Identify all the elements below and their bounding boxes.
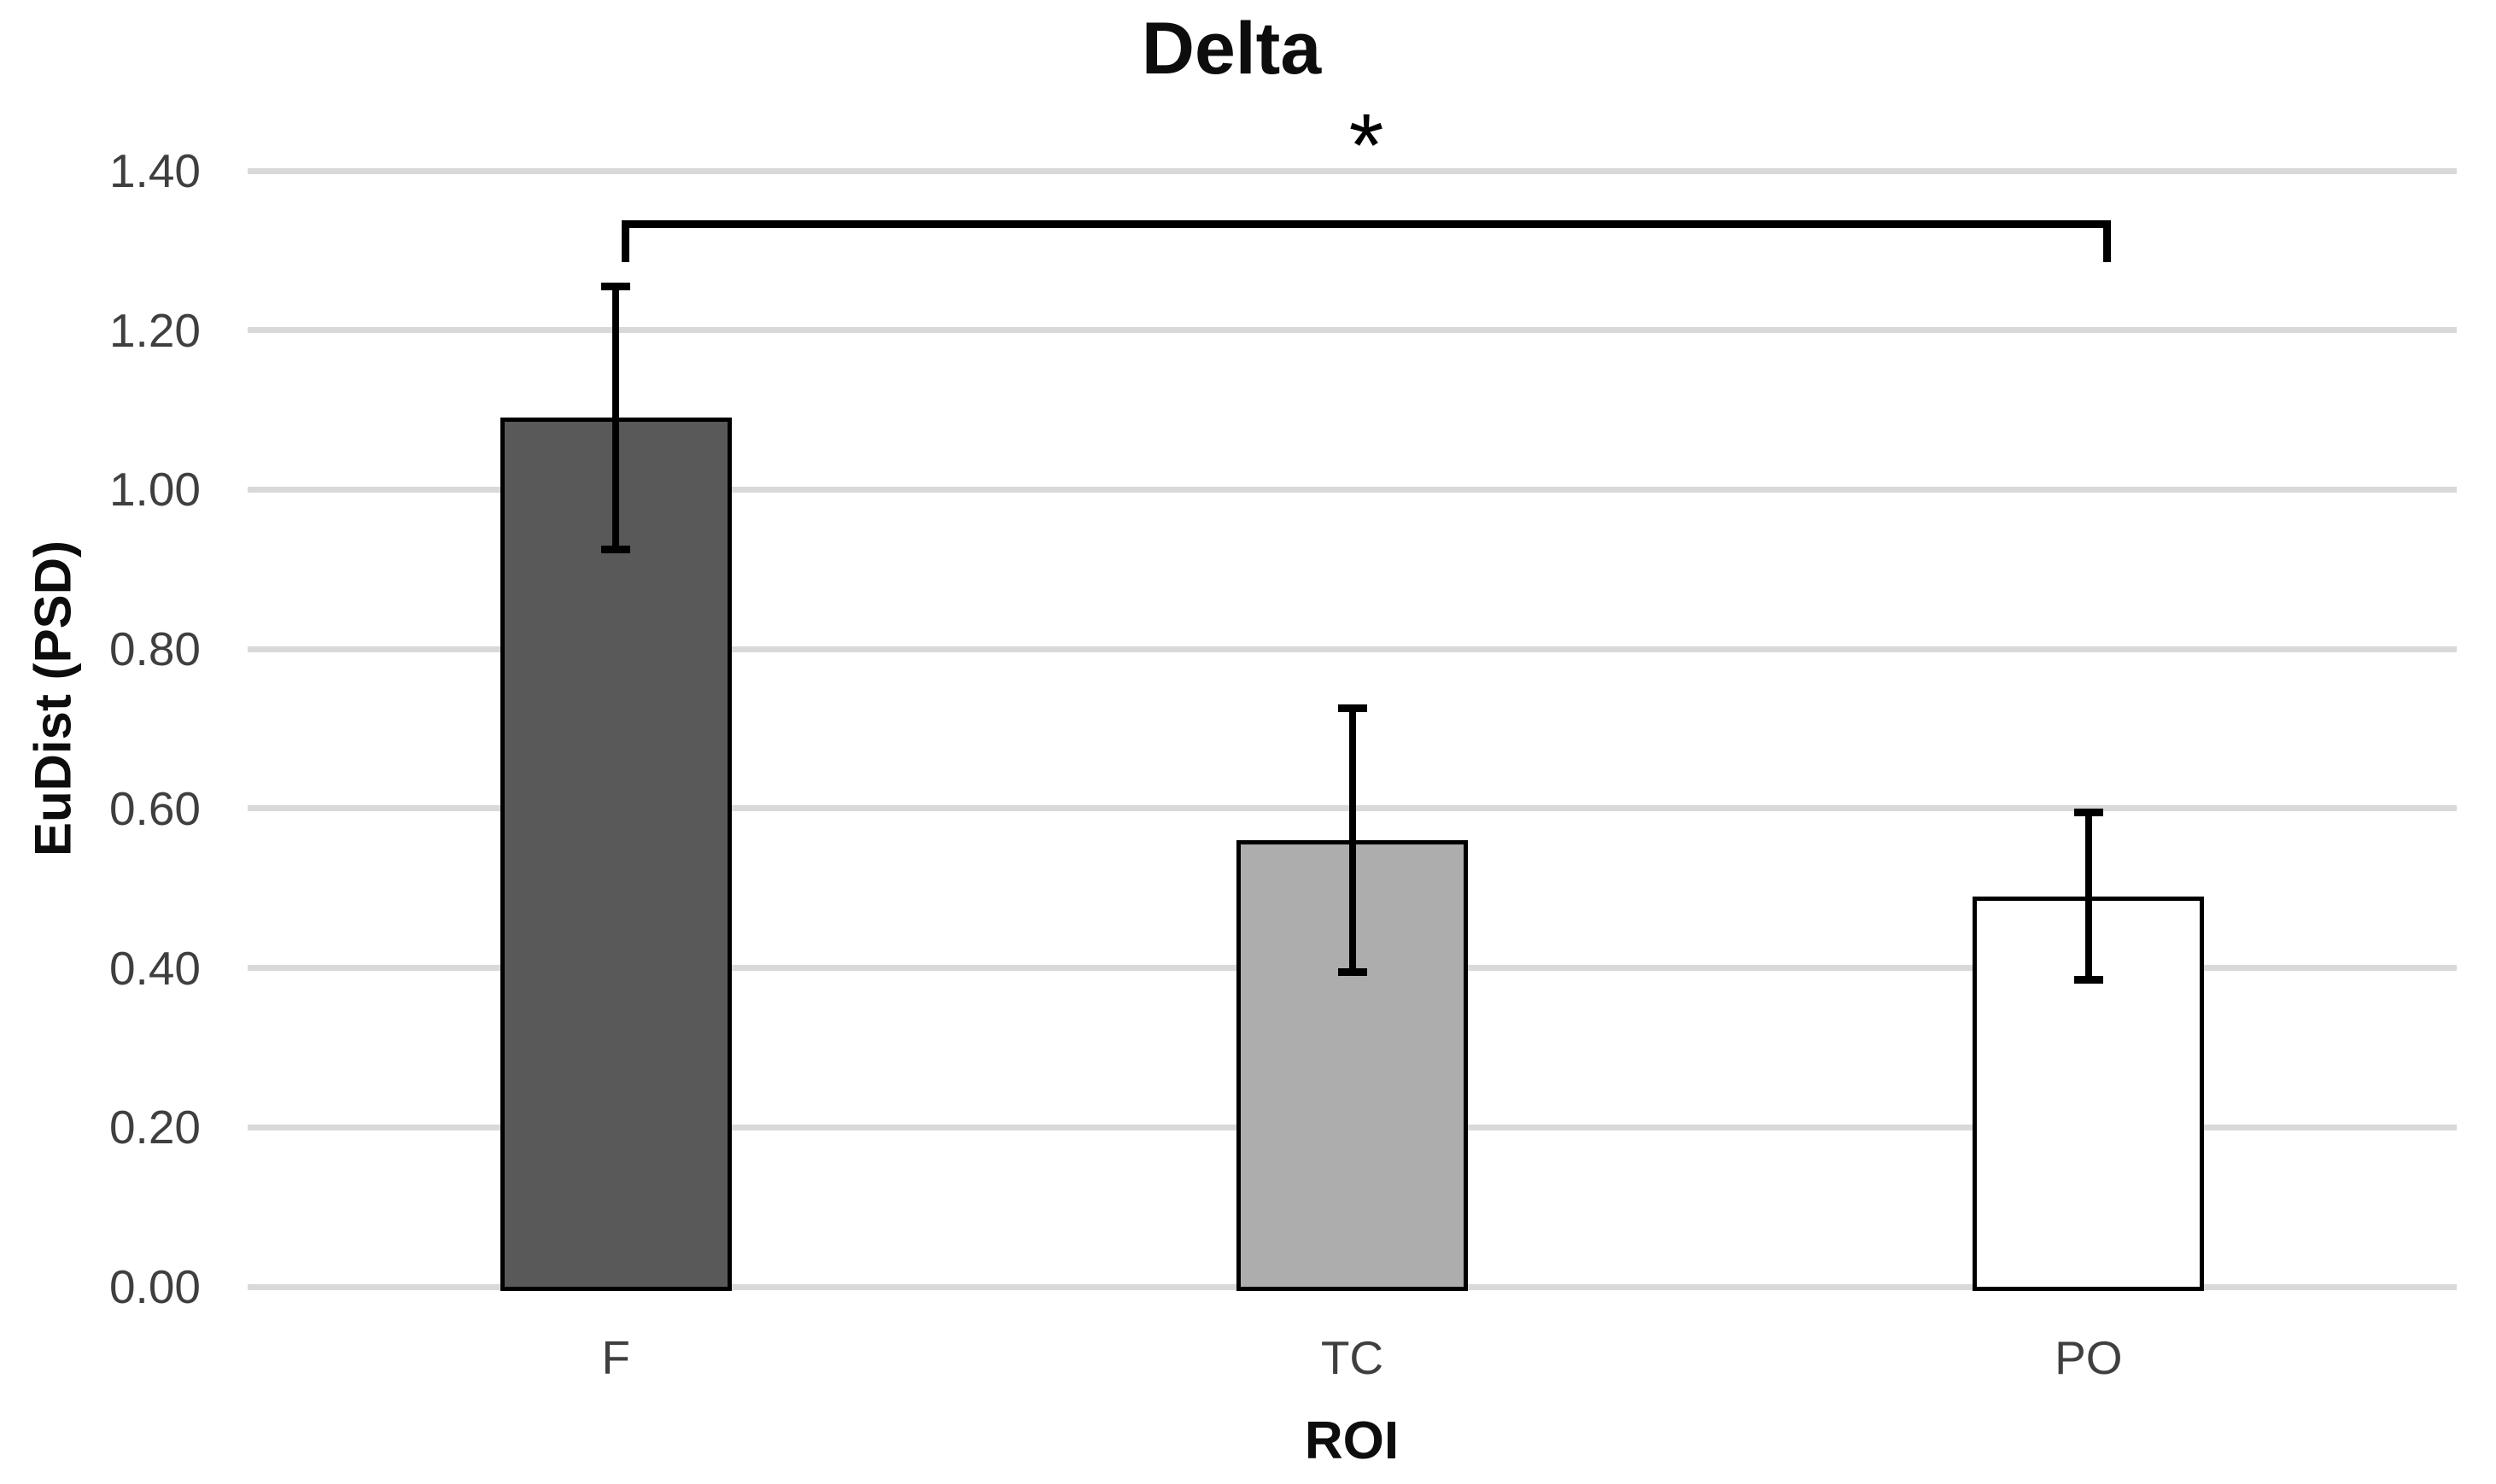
y-tick-label: 0.60 — [108, 781, 201, 835]
chart-title: Delta — [1141, 8, 1322, 90]
gridline — [248, 486, 2457, 493]
y-tick-label: 0.40 — [108, 941, 201, 995]
y-tick-label: 0.20 — [108, 1101, 201, 1154]
x-tick-label-TC: TC — [1320, 1331, 1384, 1384]
significance-bracket — [622, 220, 2111, 262]
bar-F — [500, 418, 732, 1291]
error-bar-top-cap-F — [601, 282, 631, 290]
gridline — [248, 646, 2457, 652]
error-bar-bottom-cap-TC — [1337, 967, 1367, 976]
error-bar-top-cap-PO — [2073, 808, 2103, 816]
error-bar-stem-TC — [1348, 704, 1356, 976]
x-tick-label-F: F — [601, 1331, 630, 1384]
error-bar-bottom-cap-PO — [2073, 976, 2103, 984]
y-tick-label: 0.80 — [108, 622, 201, 676]
error-bar-stem-F — [612, 282, 620, 554]
error-bar-stem-PO — [2084, 808, 2092, 984]
error-bar-bottom-cap-F — [601, 546, 631, 554]
y-tick-label: 1.00 — [108, 463, 201, 517]
error-bar-top-cap-TC — [1337, 704, 1367, 713]
y-tick-label: 0.00 — [108, 1260, 201, 1313]
gridline — [248, 167, 2457, 174]
y-tick-label: 1.40 — [108, 144, 201, 197]
x-axis-title: ROI — [1304, 1411, 1400, 1470]
significance-star: * — [1348, 96, 1384, 196]
gridline — [248, 327, 2457, 334]
x-tick-label-PO: PO — [2055, 1331, 2123, 1384]
y-tick-label: 1.20 — [108, 303, 201, 357]
